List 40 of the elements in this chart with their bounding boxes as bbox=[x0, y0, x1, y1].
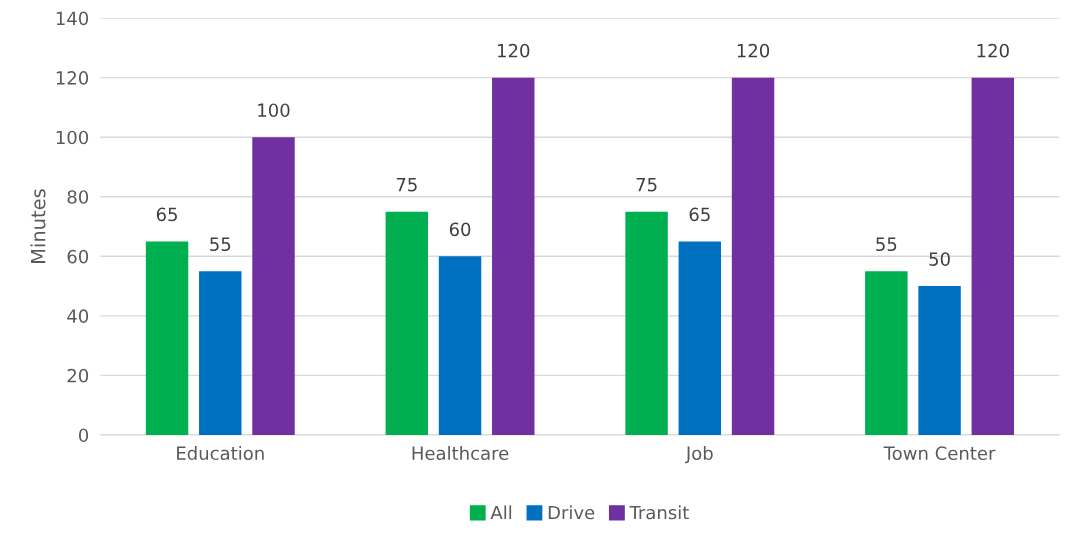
y-tick-label: 0 bbox=[78, 428, 89, 443]
y-tick-label: 120 bbox=[56, 71, 89, 85]
data-label: 75 bbox=[396, 178, 417, 192]
y-tick-label: 100 bbox=[56, 130, 89, 145]
data-label: 50 bbox=[929, 252, 950, 266]
x-tick-label: Job bbox=[684, 446, 713, 464]
data-label: 55 bbox=[876, 237, 897, 252]
bar bbox=[731, 77, 775, 435]
bar bbox=[438, 256, 482, 435]
legend-label: Drive bbox=[548, 505, 595, 520]
bar bbox=[865, 271, 908, 435]
y-tick-label: 20 bbox=[67, 368, 89, 383]
data-label: 75 bbox=[636, 178, 657, 192]
bar bbox=[678, 241, 722, 435]
y-axis-title: Minutes bbox=[30, 189, 46, 263]
y-tick-label: 40 bbox=[67, 309, 89, 323]
data-label: 60 bbox=[449, 222, 471, 237]
bar bbox=[492, 77, 535, 435]
bar bbox=[145, 241, 189, 435]
bar bbox=[918, 286, 961, 435]
y-tick-label: 140 bbox=[56, 11, 89, 26]
bar bbox=[971, 77, 1015, 435]
bar bbox=[252, 137, 295, 435]
data-label: 120 bbox=[977, 43, 1009, 58]
x-tick-label: Town Center bbox=[883, 446, 996, 461]
y-tick-label: 60 bbox=[67, 249, 89, 264]
legend-label: Transit bbox=[629, 505, 689, 520]
data-label: 65 bbox=[689, 207, 710, 222]
data-label: 120 bbox=[498, 43, 530, 58]
data-label: 100 bbox=[258, 103, 290, 118]
data-label: 55 bbox=[210, 237, 231, 252]
bar bbox=[385, 211, 429, 435]
y-tick-label: 80 bbox=[67, 190, 89, 204]
bar bbox=[625, 211, 668, 435]
x-tick-label: Healthcare bbox=[412, 446, 509, 461]
bar bbox=[199, 271, 242, 435]
x-tick-label: Education bbox=[177, 446, 264, 461]
data-label: 65 bbox=[156, 207, 177, 222]
legend-label: All bbox=[490, 505, 512, 520]
data-label: 120 bbox=[737, 43, 770, 58]
